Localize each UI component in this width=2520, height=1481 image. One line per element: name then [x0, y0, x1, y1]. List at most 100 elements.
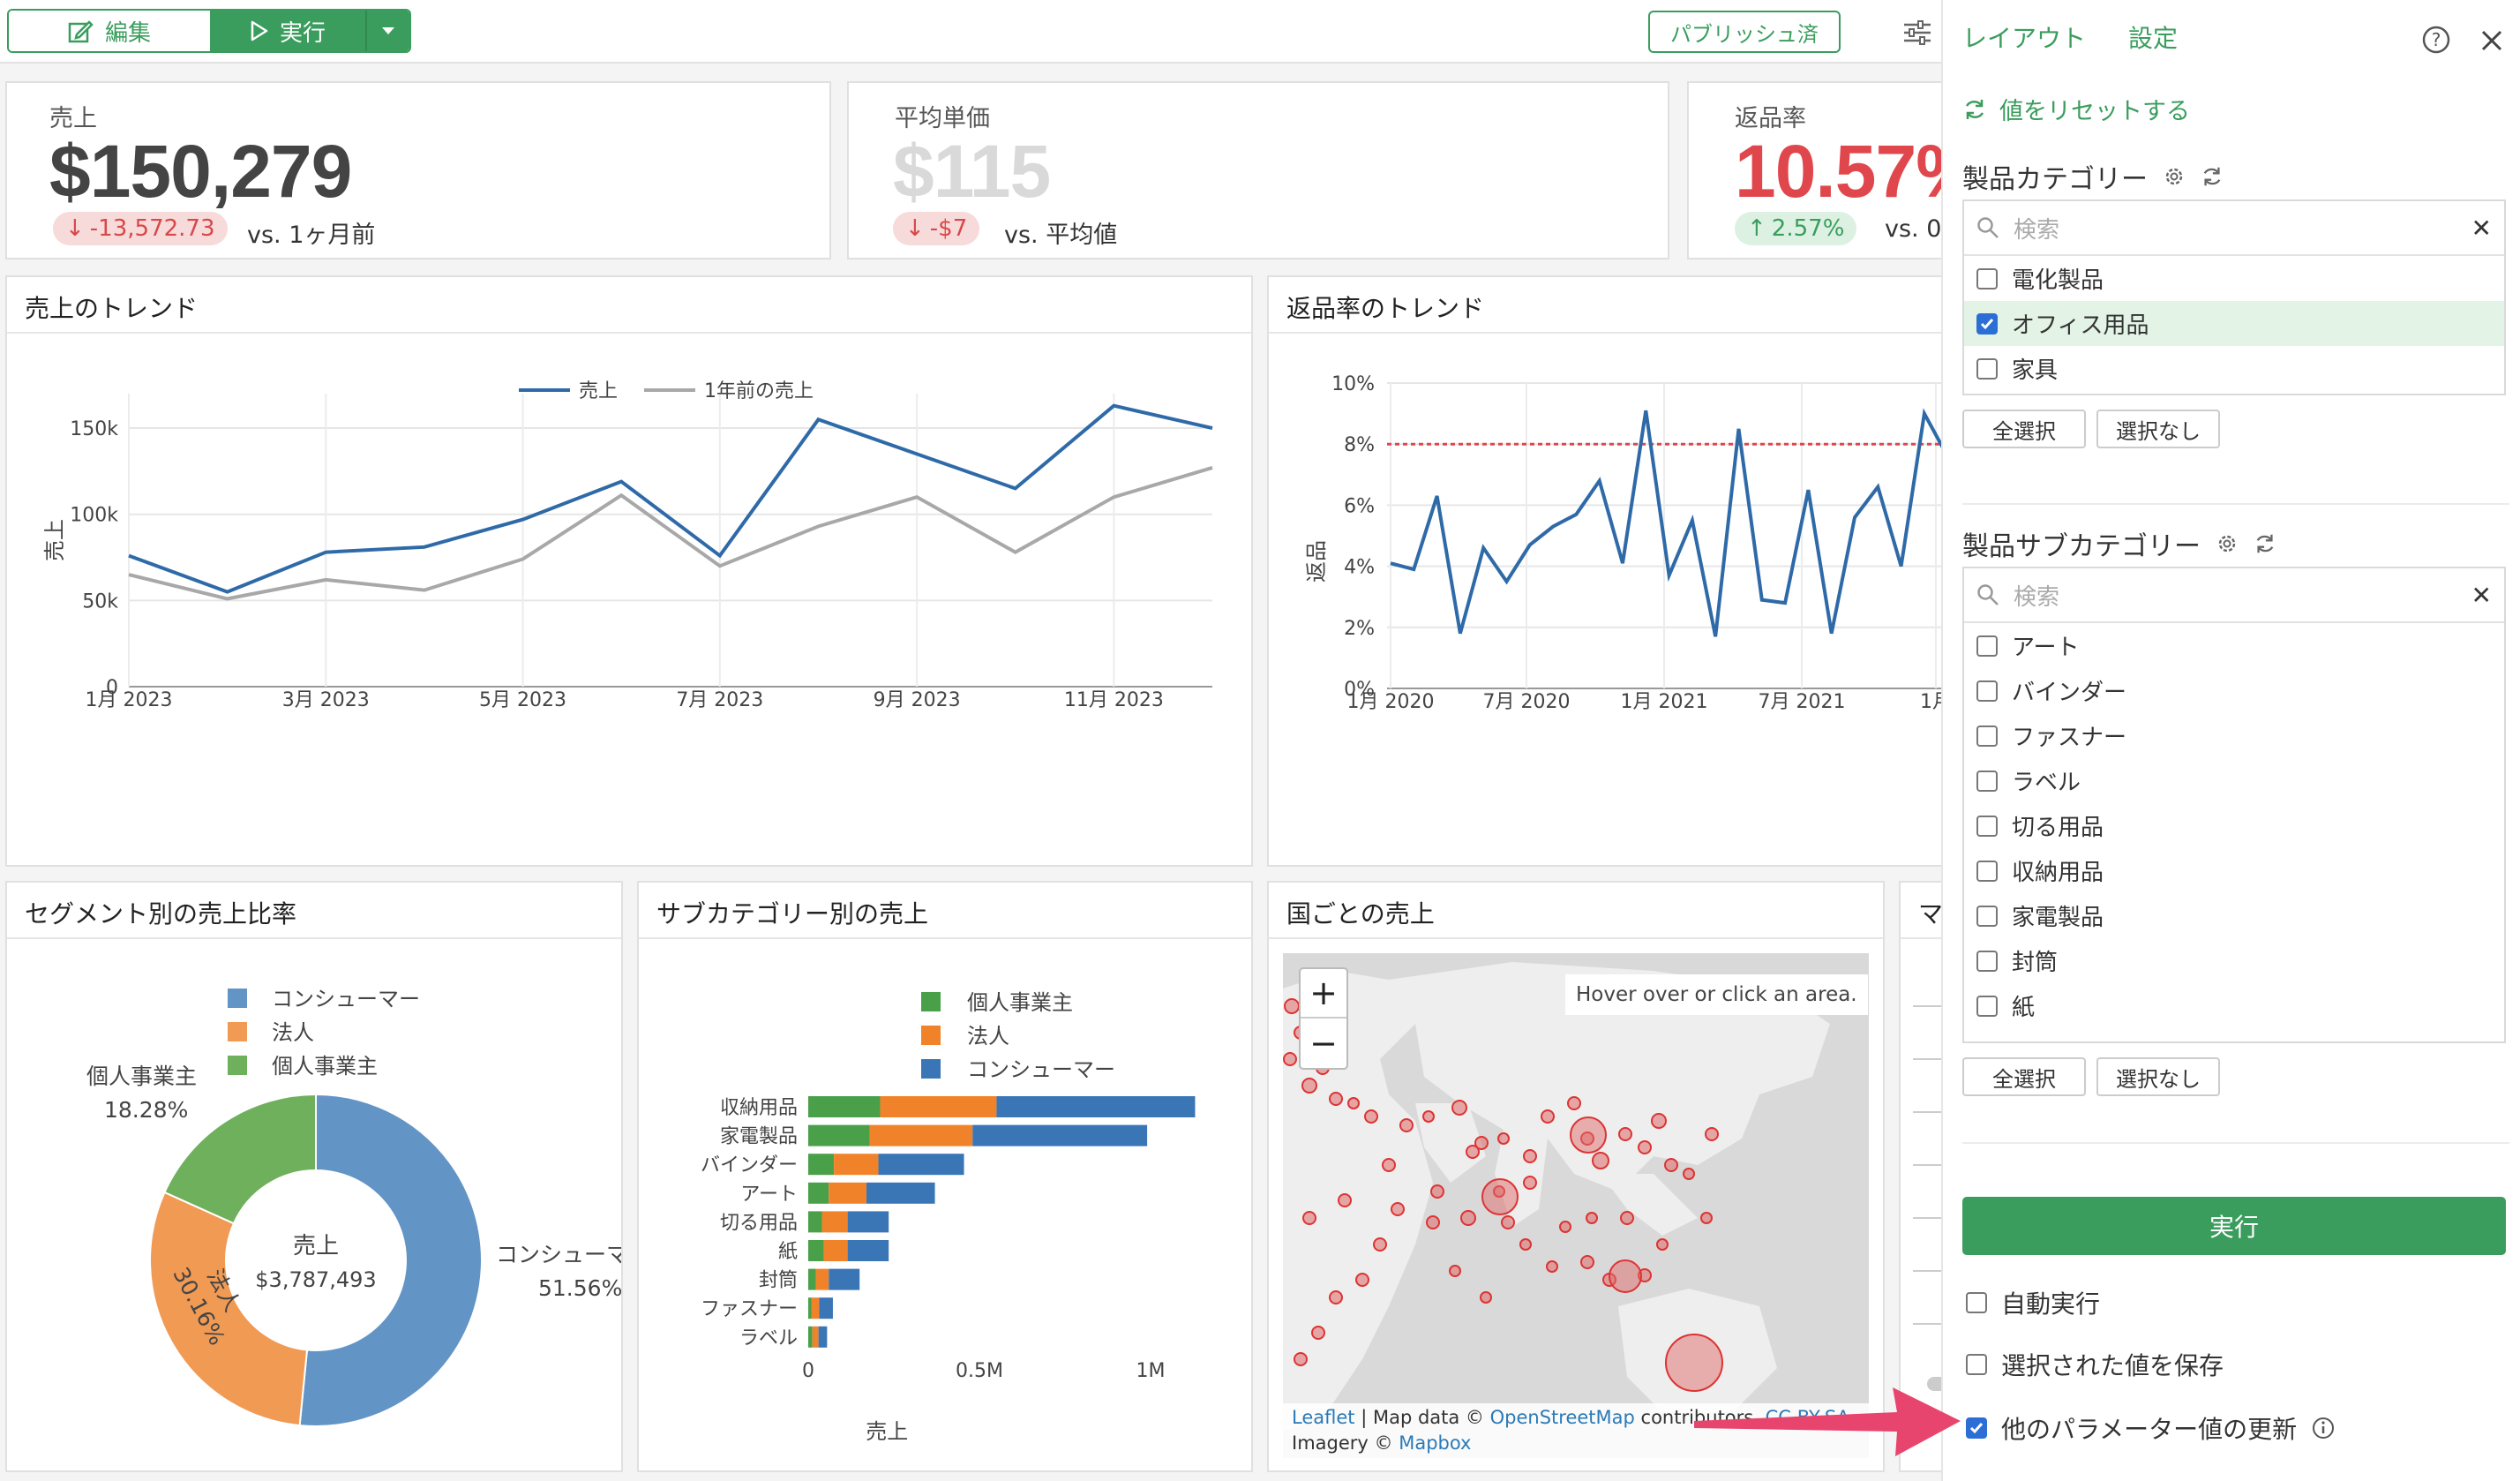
map-marker[interactable]: [1451, 1100, 1467, 1116]
map-marker[interactable]: [1391, 1202, 1405, 1216]
checkbox[interactable]: [1976, 267, 1998, 289]
map-marker[interactable]: [1497, 1132, 1510, 1145]
info-icon[interactable]: [2311, 1416, 2336, 1440]
map-marker[interactable]: [1474, 1136, 1489, 1150]
auto-run-checkbox[interactable]: [1966, 1292, 1987, 1313]
bar-segment[interactable]: [996, 1096, 1196, 1117]
map-marker[interactable]: [1302, 1211, 1316, 1225]
panel-run-button[interactable]: 実行: [1962, 1197, 2506, 1255]
map-marker[interactable]: [1449, 1265, 1461, 1277]
map-marker-large[interactable]: [1570, 1116, 1607, 1154]
zoom-in-button[interactable]: +: [1301, 969, 1346, 1019]
run-button[interactable]: 実行: [210, 11, 365, 51]
filter-option[interactable]: 切る用品: [1964, 803, 2504, 848]
map-marker[interactable]: [1523, 1149, 1537, 1163]
subcategory-bar-chart[interactable]: 個人事業主法人コンシューマー収納用品家電製品バインダーアート切る用品紙封筒ファス…: [639, 941, 1251, 1470]
sliders-icon[interactable]: [1902, 19, 1932, 46]
map-marker[interactable]: [1426, 1215, 1440, 1229]
map-marker[interactable]: [1480, 1291, 1492, 1304]
bar-segment[interactable]: [815, 1268, 829, 1290]
donut-slice-1[interactable]: [149, 1191, 309, 1427]
bar-segment[interactable]: [808, 1182, 829, 1204]
tab-settings[interactable]: 設定: [2128, 24, 2179, 53]
bar-segment[interactable]: [808, 1096, 881, 1117]
map-marker[interactable]: [1620, 1211, 1634, 1225]
map-marker[interactable]: [1683, 1168, 1695, 1180]
filter-option[interactable]: 家具: [1964, 346, 2504, 391]
map-marker[interactable]: [1651, 1113, 1667, 1129]
series-line-1[interactable]: [128, 466, 1213, 601]
map-marker-large[interactable]: [1481, 1178, 1519, 1215]
subcategory-search[interactable]: 検索 ✕: [1964, 568, 2504, 623]
bar-segment[interactable]: [880, 1096, 997, 1117]
map-marker[interactable]: [1430, 1184, 1444, 1199]
checkbox[interactable]: [1976, 905, 1998, 927]
bar-segment[interactable]: [847, 1211, 889, 1233]
leaflet-link[interactable]: Leaflet: [1292, 1407, 1355, 1428]
map[interactable]: + − Hover over or click an area. Leaflet…: [1283, 953, 1869, 1458]
checkbox[interactable]: [1976, 725, 1998, 747]
map-marker[interactable]: [1399, 1118, 1414, 1132]
edit-button[interactable]: 編集: [9, 11, 210, 51]
map-marker[interactable]: [1460, 1210, 1476, 1226]
map-marker[interactable]: [1347, 1097, 1360, 1109]
bar-segment[interactable]: [808, 1297, 812, 1319]
map-marker[interactable]: [1567, 1096, 1581, 1110]
filter-option[interactable]: 紙: [1964, 983, 2504, 1028]
filter-option[interactable]: アート: [1964, 623, 2504, 668]
map-marker[interactable]: [1664, 1158, 1678, 1172]
zoom-out-button[interactable]: −: [1309, 1024, 1338, 1063]
filter-option[interactable]: ラベル: [1964, 758, 2504, 803]
map-marker[interactable]: [1559, 1221, 1571, 1233]
map-marker[interactable]: [1700, 1212, 1713, 1224]
filter-option[interactable]: バインダー: [1964, 668, 2504, 713]
filter-option[interactable]: 家電製品: [1964, 893, 2504, 938]
map-marker[interactable]: [1586, 1212, 1598, 1224]
bar-segment[interactable]: [821, 1211, 848, 1233]
map-marker[interactable]: [1580, 1255, 1594, 1269]
bar-segment[interactable]: [811, 1297, 820, 1319]
auto-run-option[interactable]: 自動実行: [1966, 1285, 2100, 1320]
map-marker[interactable]: [1705, 1127, 1719, 1141]
bar-segment[interactable]: [847, 1240, 889, 1261]
bar-segment[interactable]: [829, 1268, 860, 1290]
map-marker[interactable]: [1592, 1152, 1609, 1169]
map-marker[interactable]: [1284, 998, 1300, 1014]
reset-values-button[interactable]: 値をリセットする: [1962, 92, 2190, 126]
subcategory-select-none-button[interactable]: 選択なし: [2096, 1057, 2220, 1096]
bar-segment[interactable]: [834, 1154, 879, 1176]
mapbox-link[interactable]: Mapbox: [1399, 1432, 1472, 1454]
map-marker[interactable]: [1618, 1127, 1632, 1141]
return-trend-chart[interactable]: 0% 2% 4% 6% 8% 10% 1月 2020 7月 2020 1月 2021 7月 202…: [1269, 335, 1941, 865]
map-marker[interactable]: [1541, 1109, 1555, 1124]
map-marker[interactable]: [1283, 1052, 1297, 1066]
map-marker[interactable]: [1466, 1145, 1480, 1159]
filter-option[interactable]: 電化製品: [1964, 256, 2504, 301]
checkbox[interactable]: [1976, 995, 1998, 1017]
help-icon[interactable]: ?: [2421, 25, 2451, 55]
map-marker[interactable]: [1355, 1273, 1369, 1287]
map-marker[interactable]: [1656, 1238, 1669, 1251]
subcategory-select-all-button[interactable]: 全選択: [1962, 1057, 2086, 1096]
checkbox[interactable]: [1976, 770, 1998, 792]
filter-option[interactable]: 収納用品: [1964, 848, 2504, 893]
tab-layout[interactable]: レイアウト: [1962, 24, 2087, 53]
refresh-icon[interactable]: [2254, 532, 2276, 555]
bar-segment[interactable]: [808, 1268, 816, 1290]
category-select-none-button[interactable]: 選択なし: [2096, 410, 2220, 448]
gear-icon[interactable]: [2216, 533, 2238, 554]
bar-segment[interactable]: [808, 1326, 813, 1348]
map-marker[interactable]: [1501, 1215, 1515, 1229]
clear-search-icon[interactable]: ✕: [2471, 214, 2492, 243]
bar-segment[interactable]: [823, 1240, 848, 1261]
checkbox-checked[interactable]: [1976, 312, 1998, 335]
filter-option[interactable]: ファスナー: [1964, 713, 2504, 758]
series-line[interactable]: [1390, 408, 1941, 637]
checkbox[interactable]: [1976, 635, 1998, 657]
bar-segment[interactable]: [869, 1124, 973, 1146]
filter-option[interactable]: 封筒: [1964, 938, 2504, 983]
update-params-option[interactable]: 他のパラメーター値の更新: [1966, 1410, 2336, 1446]
map-markers[interactable]: [1283, 998, 1723, 1392]
series-line-0[interactable]: [128, 403, 1213, 594]
donut-slice-2[interactable]: [163, 1093, 317, 1225]
